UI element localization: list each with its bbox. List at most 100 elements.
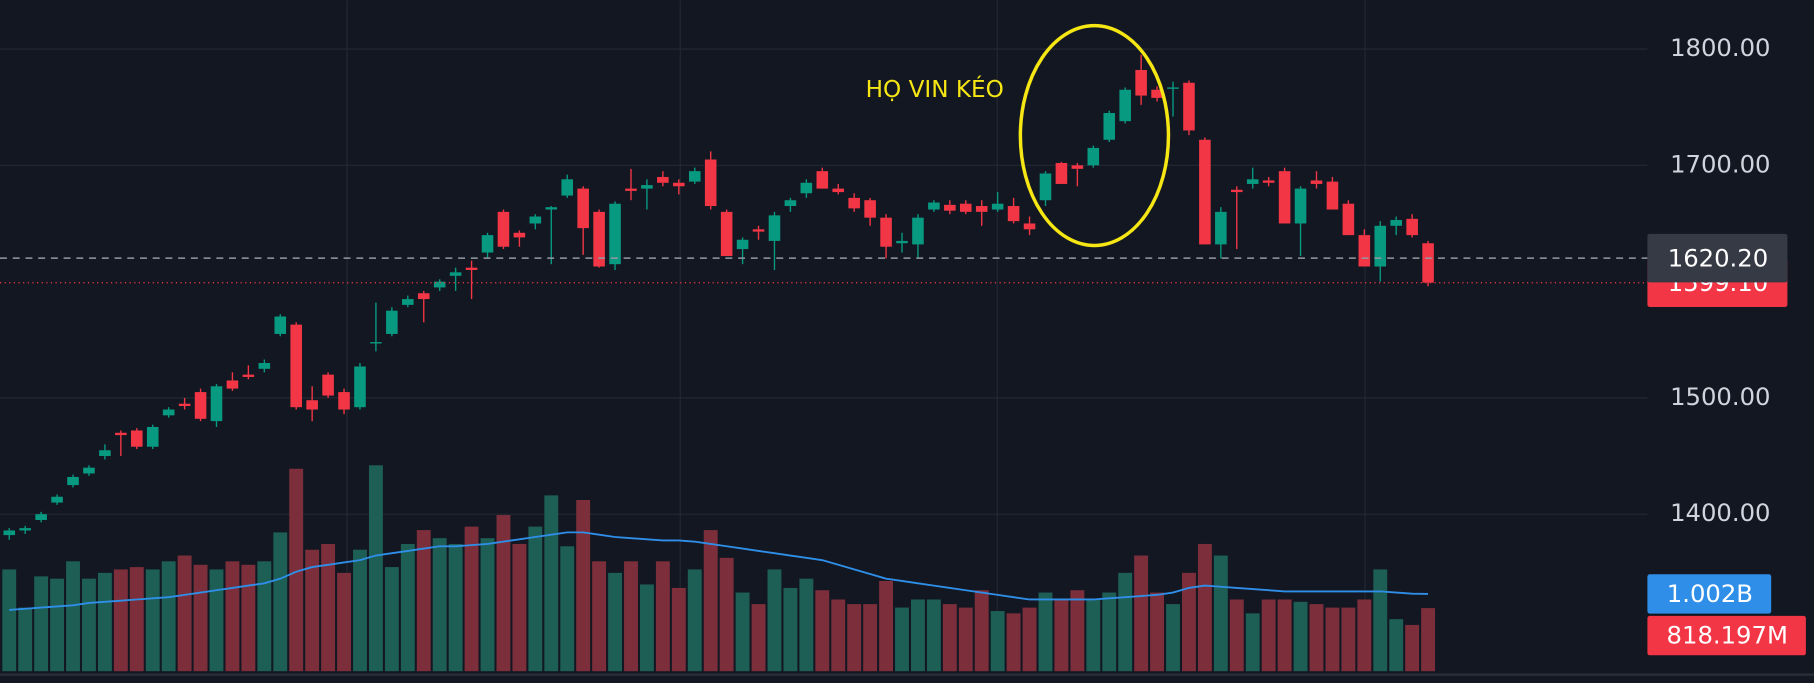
candle-body	[1071, 165, 1084, 169]
volume-bar	[448, 543, 463, 672]
volume-bar	[400, 543, 415, 672]
volume-bar	[1389, 619, 1404, 672]
volume-bar	[1038, 592, 1053, 672]
candle-body	[1007, 206, 1020, 222]
candle-body	[402, 299, 414, 305]
volume-bar	[1182, 572, 1196, 672]
volume-bar	[1421, 608, 1436, 672]
candle-body	[19, 528, 31, 531]
candle-body	[1103, 113, 1116, 140]
candle-body	[880, 217, 892, 247]
volume-bar	[863, 604, 878, 672]
candle-body	[991, 203, 1004, 210]
volume-bar	[815, 590, 830, 672]
candle-body	[67, 476, 79, 486]
volume-bar	[926, 599, 941, 672]
y-tick-label: 1400.00	[1670, 498, 1770, 527]
volume-bar	[82, 578, 96, 672]
volume-bar	[958, 607, 973, 672]
volume-bar	[289, 468, 304, 672]
volume-bar	[193, 564, 208, 672]
candle-body	[752, 229, 765, 232]
candle-body	[306, 400, 318, 410]
candle-body	[832, 188, 845, 193]
candle-body	[83, 467, 95, 474]
candle-body	[481, 235, 494, 253]
volume-bar	[273, 532, 288, 672]
candle-body	[1087, 147, 1100, 166]
volume-bar	[1102, 592, 1117, 672]
volume-bar	[560, 546, 575, 672]
candle-body	[1039, 173, 1052, 201]
candle-body	[609, 203, 621, 265]
annotation: HỌ VIN KÉO	[866, 75, 1004, 103]
volume-bar	[1213, 555, 1228, 672]
volume-bar	[66, 561, 80, 672]
volume-bar	[161, 561, 176, 672]
volume-label-box	[1647, 615, 1806, 656]
volume-bar	[353, 549, 367, 672]
volume-bar	[1325, 607, 1340, 672]
volume-ma-label: 1.002B	[1667, 579, 1753, 608]
candle-body	[1023, 223, 1036, 230]
volume-bar	[751, 604, 766, 672]
volume-pane	[2, 465, 1436, 672]
volume-bar	[1293, 601, 1308, 672]
volume-bar	[639, 584, 654, 672]
candle-body	[194, 392, 207, 419]
volume-bar	[305, 549, 320, 672]
volume-bar	[480, 538, 495, 672]
volume-bar	[1245, 613, 1260, 672]
volume-bar	[847, 604, 862, 672]
volume-bar	[1054, 599, 1069, 672]
candle-body	[561, 179, 574, 196]
volume-bar	[1022, 607, 1037, 672]
volume-bar	[2, 569, 17, 672]
volume-bar	[1405, 624, 1420, 672]
volume-bar	[783, 587, 798, 672]
candle-body	[354, 366, 366, 408]
candle-body	[115, 432, 127, 436]
candle-body	[593, 211, 605, 267]
candle-body	[1183, 82, 1195, 131]
candle-body	[51, 496, 63, 503]
candle-body	[35, 514, 47, 520]
volume-bar	[113, 569, 128, 672]
volume-bar	[368, 465, 383, 672]
volume-bar	[416, 530, 431, 672]
candle-body	[864, 200, 876, 218]
candle-body	[545, 207, 558, 210]
volume-bar	[687, 569, 702, 672]
volume-bar	[1373, 569, 1388, 672]
volume-bar	[257, 561, 272, 672]
candle-body	[513, 232, 526, 238]
volume-bar	[464, 526, 479, 672]
volume-bar	[703, 530, 718, 672]
candle-body	[497, 211, 510, 247]
volume-bar	[1341, 607, 1356, 672]
candle-body	[131, 430, 143, 447]
y-tick-label: 1700.00	[1670, 149, 1770, 178]
candle-body	[848, 197, 860, 209]
volume-bar	[990, 611, 1005, 672]
candle-body	[1342, 203, 1355, 236]
volume-bar	[528, 526, 543, 672]
candle-body	[99, 450, 111, 457]
volume-bar	[1134, 555, 1149, 672]
candle-body	[784, 200, 797, 207]
volume-bar	[1166, 604, 1180, 672]
volume-bar	[608, 572, 622, 672]
candle-body	[1406, 218, 1418, 236]
candle-body	[1246, 179, 1259, 184]
volume-bar	[624, 561, 638, 672]
volume-bar	[576, 499, 591, 672]
volume-ma-label-box	[1647, 574, 1772, 614]
candle-body	[928, 202, 940, 210]
candle-body	[959, 203, 972, 212]
candle-body	[258, 363, 271, 369]
volume-bar	[735, 592, 750, 672]
candle-body	[657, 176, 669, 183]
volume-bar	[799, 578, 814, 672]
volume-bar	[129, 567, 144, 672]
